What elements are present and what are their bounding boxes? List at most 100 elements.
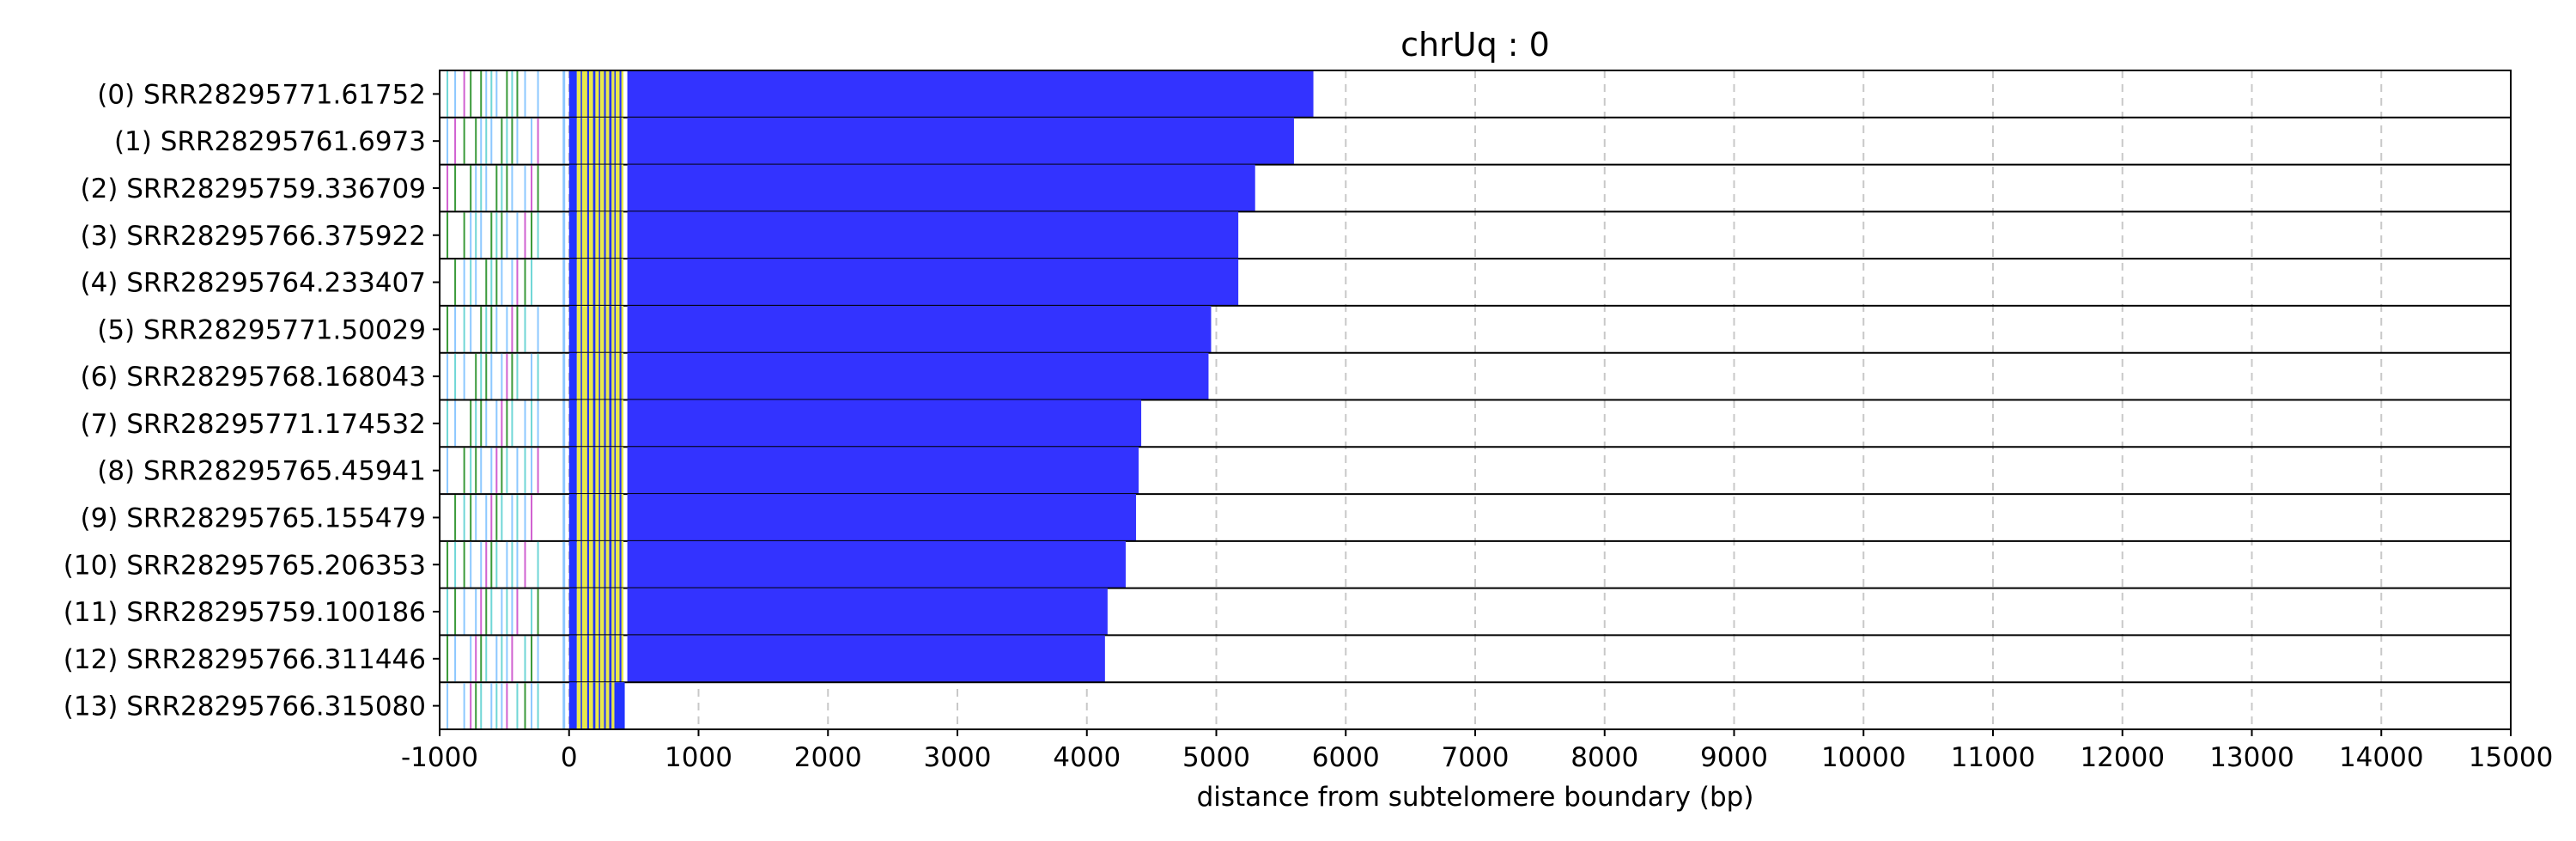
repeat-block: [592, 211, 596, 259]
plot-frame: [439, 70, 2512, 730]
repeat-block: [604, 164, 606, 212]
repeat-block: [586, 305, 589, 353]
repeat-block: [604, 540, 606, 588]
repeat-block: [614, 588, 617, 636]
repeat-block: [619, 635, 622, 683]
repeat-block: [592, 164, 596, 212]
repeat-block: [614, 399, 617, 448]
repeat-block: [609, 305, 612, 353]
repeat-block: [598, 494, 600, 541]
repeat-block: [604, 70, 606, 118]
read-bar: [627, 540, 1126, 588]
read-bar: [627, 399, 1142, 448]
read-rows: [440, 70, 2511, 730]
repeat-block: [568, 447, 577, 495]
repeat-block: [619, 352, 622, 400]
repeat-block: [568, 540, 577, 588]
repeat-block: [614, 70, 617, 118]
repeat-block: [609, 259, 612, 306]
repeat-block: [580, 70, 582, 118]
x-tick-label: 9000: [1700, 742, 1768, 773]
repeat-block: [609, 682, 612, 729]
y-tick-label: (2) SRR28295759.336709: [80, 174, 426, 204]
read-row: [440, 352, 2511, 401]
repeat-block: [580, 305, 582, 353]
y-tick-label: (0) SRR28295771.61752: [97, 79, 426, 110]
repeat-block: [614, 117, 617, 165]
repeat-block: [598, 305, 600, 353]
repeat-block: [609, 211, 612, 259]
repeat-block: [609, 399, 612, 448]
repeat-block: [604, 211, 606, 259]
repeat-block: [598, 682, 600, 729]
repeat-block: [604, 447, 606, 495]
read-bar: [627, 635, 1105, 683]
repeat-block: [598, 399, 600, 448]
repeat-block: [598, 447, 600, 495]
repeat-block: [568, 399, 577, 448]
repeat-block: [614, 305, 617, 353]
y-tick-label: (12) SRR28295766.311446: [64, 644, 426, 675]
repeat-block: [580, 447, 582, 495]
repeat-block: [568, 352, 577, 400]
repeat-block: [586, 682, 589, 729]
repeat-block: [580, 588, 582, 636]
repeat-block: [586, 259, 589, 306]
x-tick-label: 6000: [1312, 742, 1380, 773]
read-row: [440, 494, 2511, 542]
repeat-block: [614, 682, 617, 729]
read-bar: [627, 588, 1108, 636]
repeat-block: [598, 164, 600, 212]
repeat-block: [580, 164, 582, 212]
y-tick-label: (6) SRR28295768.168043: [80, 362, 426, 393]
repeat-block: [598, 540, 600, 588]
repeat-block: [580, 540, 582, 588]
read-row: [440, 211, 2511, 260]
repeat-block: [598, 352, 600, 400]
read-row: [440, 259, 2511, 307]
repeat-block: [619, 211, 622, 259]
repeat-block: [609, 164, 612, 212]
repeat-block: [586, 447, 589, 495]
x-tick-label: -1000: [401, 742, 478, 773]
repeat-block: [580, 259, 582, 306]
repeat-block: [604, 635, 606, 683]
repeat-block: [586, 635, 589, 683]
repeat-block: [604, 305, 606, 353]
y-tick-label: (9) SRR28295765.155479: [80, 503, 426, 533]
repeat-block: [592, 70, 596, 118]
repeat-block: [586, 211, 589, 259]
read-row: [440, 117, 2511, 166]
repeat-block: [592, 588, 596, 636]
repeat-block: [619, 494, 622, 541]
repeat-block: [568, 588, 577, 636]
repeat-block: [592, 540, 596, 588]
repeat-block: [609, 352, 612, 400]
repeat-block: [609, 588, 612, 636]
read-bar: [616, 682, 625, 729]
repeat-block: [580, 211, 582, 259]
repeat-block: [592, 399, 596, 448]
repeat-block: [614, 211, 617, 259]
repeat-block: [619, 540, 622, 588]
repeat-block: [586, 70, 589, 118]
y-tick-label: (13) SRR28295766.315080: [64, 692, 426, 722]
repeat-block: [586, 164, 589, 212]
read-bar: [627, 305, 1212, 353]
repeat-block: [604, 682, 606, 729]
x-axis-ticks: -1000 0 1000 2000 3000 4000 5000 6000 7000 8000 90…: [401, 729, 2553, 773]
repeat-block: [619, 117, 622, 165]
y-tick-label: (11) SRR28295759.100186: [64, 597, 426, 628]
repeat-block: [614, 352, 617, 400]
repeat-block: [580, 399, 582, 448]
repeat-block: [609, 117, 612, 165]
y-tick-label: (7) SRR28295771.174532: [80, 409, 426, 440]
y-tick-label: (5) SRR28295771.50029: [97, 314, 426, 345]
repeat-block: [568, 164, 577, 212]
repeat-block: [598, 117, 600, 165]
repeat-block: [568, 682, 577, 729]
read-row: [440, 588, 2511, 637]
repeat-block: [568, 211, 577, 259]
read-row: [440, 540, 2511, 589]
y-tick-label: (8) SRR28295765.45941: [97, 456, 426, 487]
